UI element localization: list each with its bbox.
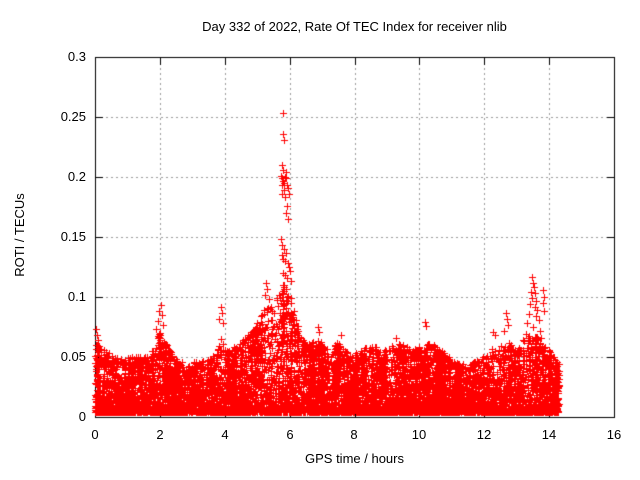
x-tick-label: 6 <box>286 427 294 442</box>
x-tick-label: 12 <box>476 427 492 442</box>
x-tick-label: 4 <box>221 427 229 442</box>
chart-title: Day 332 of 2022, Rate Of TEC Index for r… <box>202 19 507 34</box>
y-tick-label: 0.2 <box>67 169 86 184</box>
x-tick-label: 2 <box>156 427 164 442</box>
y-tick-label: 0.25 <box>60 109 86 124</box>
y-tick-label: 0.05 <box>60 349 86 364</box>
x-tick-label: 14 <box>541 427 557 442</box>
y-tick-label: 0.3 <box>67 49 86 64</box>
y-tick-label: 0.1 <box>67 289 86 304</box>
y-tick-label: 0.15 <box>60 229 86 244</box>
x-tick-label: 0 <box>91 427 99 442</box>
x-tick-label: 16 <box>606 427 622 442</box>
x-tick-label: 10 <box>411 427 427 442</box>
x-tick-label: 8 <box>350 427 358 442</box>
x-axis-label: GPS time / hours <box>305 451 404 466</box>
y-tick-label: 0 <box>78 409 86 424</box>
